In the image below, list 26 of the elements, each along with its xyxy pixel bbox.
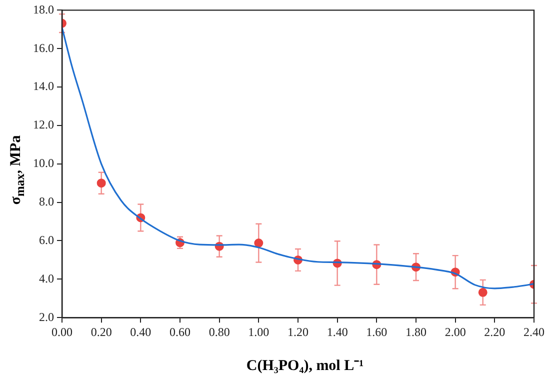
x-axis-title: C(H₃PO₄), mol L⁻¹ (245, 357, 365, 375)
x-tick-label: 2.00 (444, 324, 466, 339)
y-tick-label: 12.0 (33, 118, 54, 132)
x-tick-label: 1.00 (248, 324, 270, 339)
x-tick-label: 1.20 (288, 324, 308, 339)
x-tick-label: 0.80 (208, 324, 230, 339)
point (96, 178, 106, 188)
x-tick-label: 0.40 (130, 324, 152, 339)
y-tick-label: 6.0 (39, 232, 54, 247)
point (478, 288, 488, 297)
x-tick-label: 1.80 (406, 324, 426, 339)
x-tick-label: 2.20 (484, 324, 506, 339)
x-tick-label: 0.60 (170, 324, 190, 339)
y-tick-label: 2.0 (39, 310, 54, 324)
point (254, 238, 264, 248)
x-tick-label: 0.20 (90, 324, 112, 339)
x-tick-label: 1.60 (366, 324, 388, 339)
y-tick-label: 14.0 (33, 79, 54, 94)
y-tick-label: 4.0 (39, 271, 54, 286)
y-tick-label: 16.0 (33, 40, 54, 55)
y-tick-label: 10.0 (33, 156, 54, 170)
x-tick-label: 1.40 (326, 324, 348, 339)
x-tick-label: 0.00 (52, 324, 72, 339)
y-tick-label: 8.0 (39, 194, 54, 208)
x-tick-label: 2.40 (524, 324, 544, 339)
y-tick-label: 18.0 (33, 2, 54, 16)
